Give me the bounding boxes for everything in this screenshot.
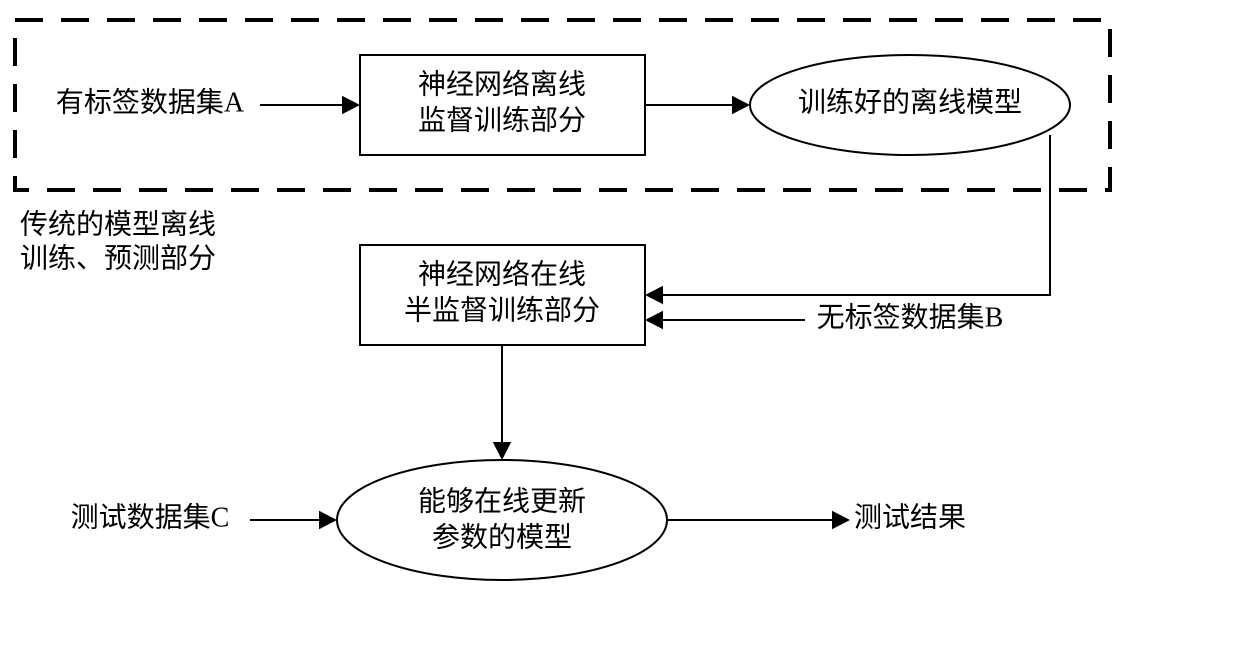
updatable-model-oval [337,460,667,580]
dataset-a-label: 有标签数据集A [56,86,245,118]
arrowhead-updatable-to-result [832,511,850,529]
arrowhead-online-to-updatable [493,442,511,460]
arrowhead-c-to-updatable [319,511,337,529]
arrowhead-b-to-online [645,311,663,329]
dataset-c-label: 测试数据集C [71,501,230,533]
arrowhead-a-to-offline [342,96,360,114]
flowchart-canvas: 有标签数据集A 神经网络离线 监督训练部分 训练好的离线模型 神经网络在线 半监… [0,0,1240,656]
trained-model-label: 训练好的离线模型 [798,86,1022,118]
arrowhead-trained-to-online [645,286,663,304]
edge-trained-to-online [661,135,1050,295]
arrowhead-offline-to-trained [732,96,750,114]
online-training-line2: 半监督训练部分 [404,294,600,326]
offline-training-line2: 监督训练部分 [418,104,586,136]
online-training-line1: 神经网络在线 [418,258,586,290]
caption-line2: 训练、预测部分 [20,242,216,274]
dataset-b-label: 无标签数据集B [817,301,1004,333]
updatable-model-line1: 能够在线更新 [418,485,586,517]
result-label: 测试结果 [854,501,966,533]
offline-training-line1: 神经网络离线 [418,68,586,100]
updatable-model-line2: 参数的模型 [432,521,572,553]
caption-line1: 传统的模型离线 [20,208,216,240]
